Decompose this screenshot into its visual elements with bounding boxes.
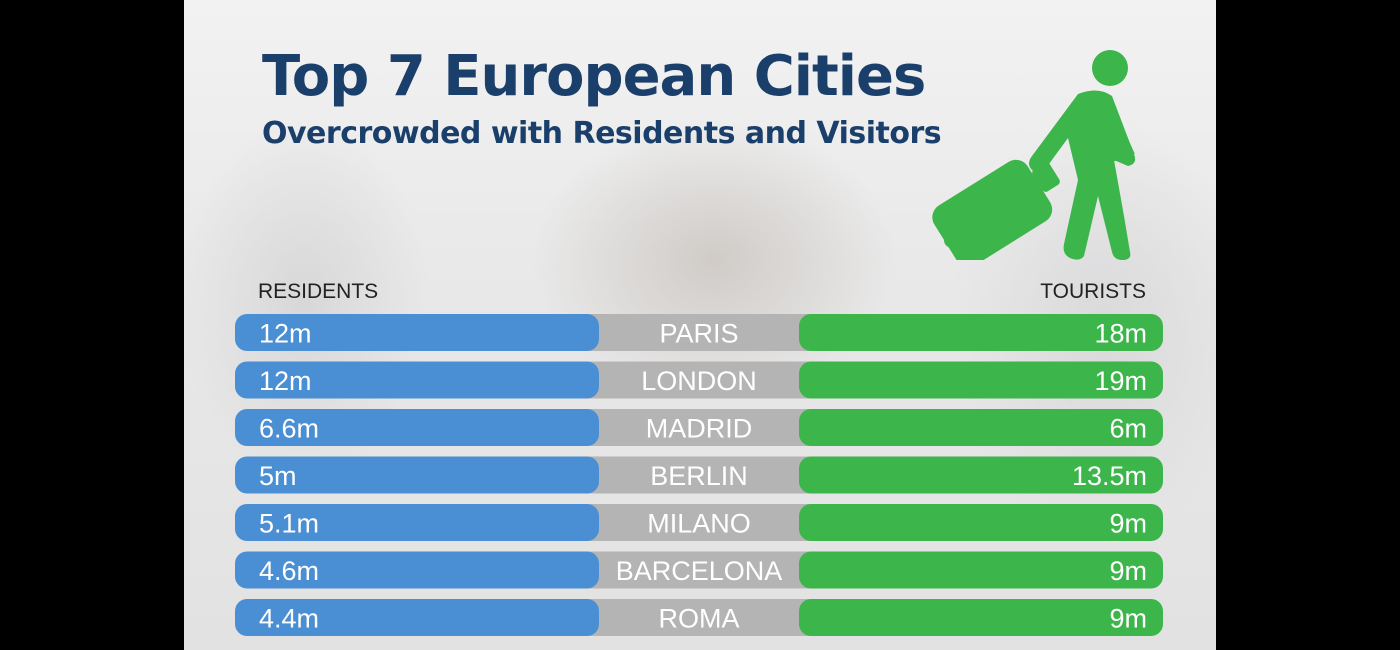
tourists-column-header: TOURISTS — [1040, 280, 1146, 303]
city-name: ROMA — [659, 604, 740, 634]
city-cell — [579, 551, 819, 589]
residents-bar — [235, 599, 599, 636]
table-row: 12m LONDON 19m — [235, 361, 1163, 399]
city-cell — [579, 409, 819, 446]
city-name: BERLIN — [650, 461, 748, 491]
residents-bar — [235, 504, 599, 541]
tourists-bar — [799, 314, 1163, 351]
residents-value: 6.6m — [259, 414, 319, 444]
residents-value: 4.4m — [259, 604, 319, 634]
tourists-bar — [799, 551, 1163, 589]
tourists-bar — [799, 361, 1163, 399]
residents-bar — [235, 409, 599, 446]
city-name: MILANO — [647, 509, 751, 539]
residents-value: 12m — [259, 366, 312, 396]
residents-bar — [235, 456, 599, 494]
residents-value: 12m — [259, 319, 312, 349]
tourists-bar — [799, 409, 1163, 446]
residents-value: 5m — [259, 461, 297, 491]
tourists-value: 13.5m — [1072, 461, 1147, 491]
tourists-bar — [799, 456, 1163, 494]
tourists-value: 9m — [1109, 509, 1147, 539]
tourists-value: 19m — [1094, 366, 1147, 396]
table-row: 5m BERLIN 13.5m — [235, 456, 1163, 494]
infographic-panel: Top 7 European Cities Overcrowded with R… — [184, 0, 1216, 650]
city-name: MADRID — [646, 414, 753, 444]
comparison-table: 12m PARIS 18m 12m LONDON 19m 6.6m MADRID 6m 5m BER… — [235, 314, 1163, 636]
letterbox-left — [0, 0, 184, 650]
letterbox-right — [1216, 0, 1400, 650]
city-cell — [579, 314, 819, 351]
chart-subtitle: Overcrowded with Residents and Visitors — [262, 116, 942, 151]
city-name: BARCELONA — [616, 556, 783, 586]
table-row: 4.4m ROMA 9m — [235, 599, 1163, 636]
city-cell — [579, 361, 819, 399]
residents-bar — [235, 314, 599, 351]
tourists-value: 6m — [1109, 414, 1147, 444]
tourists-bar — [799, 599, 1163, 636]
table-row: 6.6m MADRID 6m — [235, 409, 1163, 446]
tourists-bar — [799, 504, 1163, 541]
chart-title: Top 7 European Cities — [262, 44, 926, 109]
table-row: 4.6m BARCELONA 9m — [235, 551, 1163, 589]
table-row: 12m PARIS 18m — [235, 314, 1163, 351]
residents-bar — [235, 361, 599, 399]
city-cell — [579, 504, 819, 541]
city-name: LONDON — [641, 366, 757, 396]
city-cell — [579, 599, 819, 636]
residents-value: 5.1m — [259, 509, 319, 539]
city-name: PARIS — [659, 319, 738, 349]
tourists-value: 9m — [1109, 604, 1147, 634]
table-row: 5.1m MILANO 9m — [235, 504, 1163, 541]
city-cell — [579, 456, 819, 494]
residents-column-header: RESIDENTS — [258, 280, 379, 303]
residents-value: 4.6m — [259, 556, 319, 586]
tourists-value: 18m — [1094, 319, 1147, 349]
traveler-with-suitcase-icon — [932, 50, 1136, 260]
residents-bar — [235, 551, 599, 589]
tourists-value: 9m — [1109, 556, 1147, 586]
